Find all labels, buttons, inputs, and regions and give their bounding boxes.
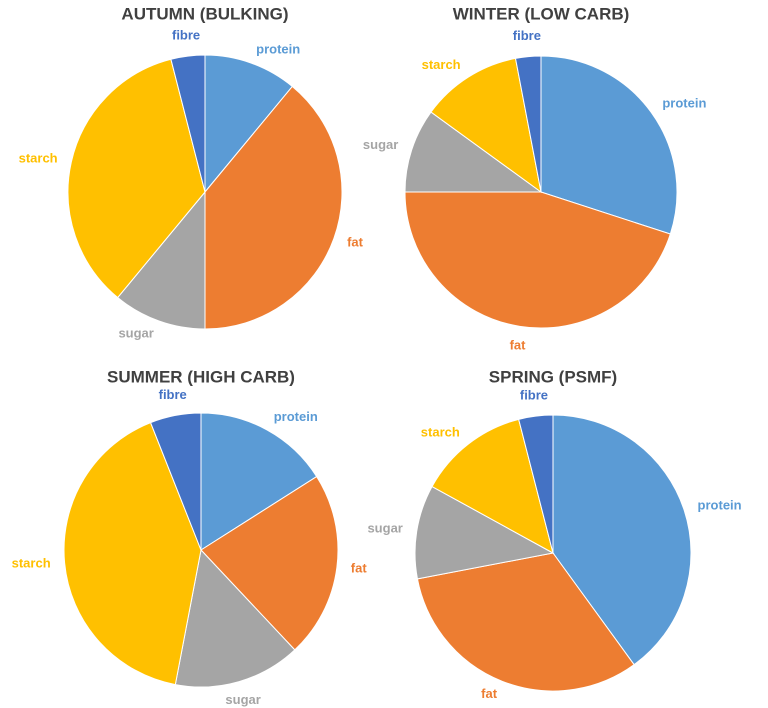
slice-label: fat (351, 560, 368, 575)
pie-slice (416, 552, 635, 692)
pie-slice (404, 111, 543, 193)
slice-label: fat (510, 338, 527, 353)
slice-label: fibre (520, 388, 548, 403)
chart-title: WINTER (LOW CARB) (453, 4, 630, 23)
chart-title: SUMMER (HIGH CARB) (107, 367, 295, 386)
pie-slice (518, 414, 554, 554)
slice-label: starch (12, 556, 51, 571)
slice-label: sugar (225, 692, 260, 707)
pie-slice (174, 548, 296, 688)
slice-label: starch (421, 424, 460, 439)
pie-slice (431, 418, 554, 554)
slice-label: protein (256, 41, 300, 56)
chart-title: AUTUMN (BULKING) (121, 4, 288, 23)
pie-slice (200, 412, 318, 551)
pie-slice (204, 54, 294, 194)
pie-slice (63, 421, 202, 686)
slice-label: fibre (159, 387, 187, 402)
pie-slice (67, 58, 206, 299)
pie-slice (204, 85, 343, 330)
slice-label: fibre (513, 28, 541, 43)
slice-label: protein (274, 409, 318, 424)
pie-slice (414, 485, 555, 580)
chart-title: SPRING (PSMF) (489, 367, 617, 386)
slice-label: starch (422, 57, 461, 72)
pie-slice (540, 55, 678, 235)
pie-slice (170, 54, 206, 193)
pie-slice (514, 55, 542, 193)
pie-slice (430, 57, 542, 194)
pie-slice (149, 412, 202, 551)
slice-label: sugar (363, 137, 398, 152)
slice-label: sugar (118, 326, 153, 341)
slice-label: sugar (367, 521, 402, 536)
slice-label: protein (662, 95, 706, 110)
pie-slice (116, 190, 206, 330)
slice-label: fat (347, 235, 364, 250)
slice-label: starch (19, 150, 58, 165)
pie-slice (552, 414, 692, 666)
slice-label: fat (481, 686, 498, 701)
slice-label: protein (698, 497, 742, 512)
pie-slice (200, 475, 339, 651)
pie-slice (404, 191, 671, 329)
slice-label: fibre (172, 28, 200, 43)
